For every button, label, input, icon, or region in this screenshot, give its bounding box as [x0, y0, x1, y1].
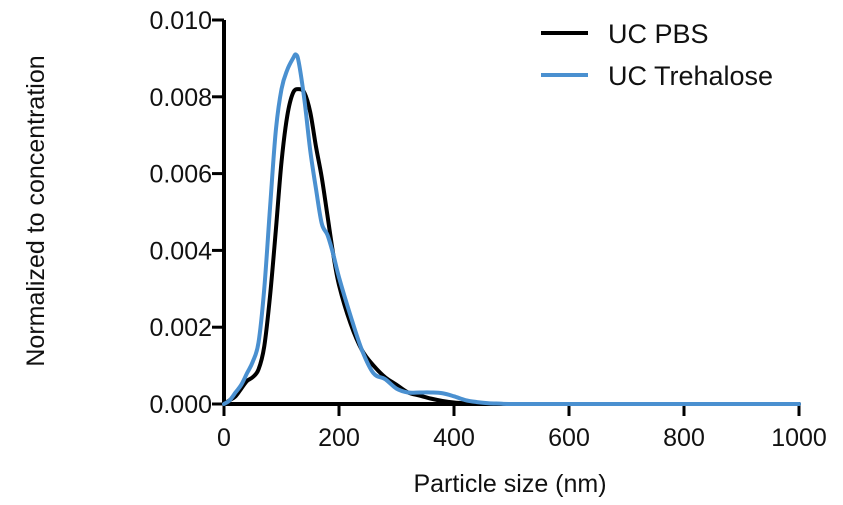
x-tick-label: 1000: [771, 424, 827, 452]
series-layer: [222, 52, 801, 406]
y-tick-label: 0.006: [149, 161, 212, 189]
series-line-uc-trehalose: [222, 52, 801, 406]
y-tick-label: 0.002: [149, 314, 212, 342]
legend-label-uc-trehalose: UC Trehalose: [608, 61, 773, 91]
y-tick-label: 0.008: [149, 84, 212, 112]
x-tick-label: 800: [663, 424, 705, 452]
y-axis-title: Normalized to concentration: [22, 55, 50, 366]
y-tick-label: 0.010: [149, 7, 212, 35]
legend-label-uc-pbs: UC PBS: [608, 19, 709, 49]
x-axis-title: Particle size (nm): [413, 470, 606, 498]
y-tick-label: 0.004: [149, 237, 212, 265]
x-axis: 0 200 400 600 800 1000: [217, 402, 827, 452]
y-axis: 0.000 0.002 0.004 0.006 0.008 0.010: [149, 7, 226, 419]
legend: UC PBS UC Trehalose: [541, 19, 773, 91]
y-tick-label: 0.000: [149, 391, 212, 419]
x-tick-label: 400: [433, 424, 475, 452]
x-tick-label: 0: [217, 424, 231, 452]
x-tick-label: 200: [318, 424, 360, 452]
x-tick-label: 600: [548, 424, 590, 452]
